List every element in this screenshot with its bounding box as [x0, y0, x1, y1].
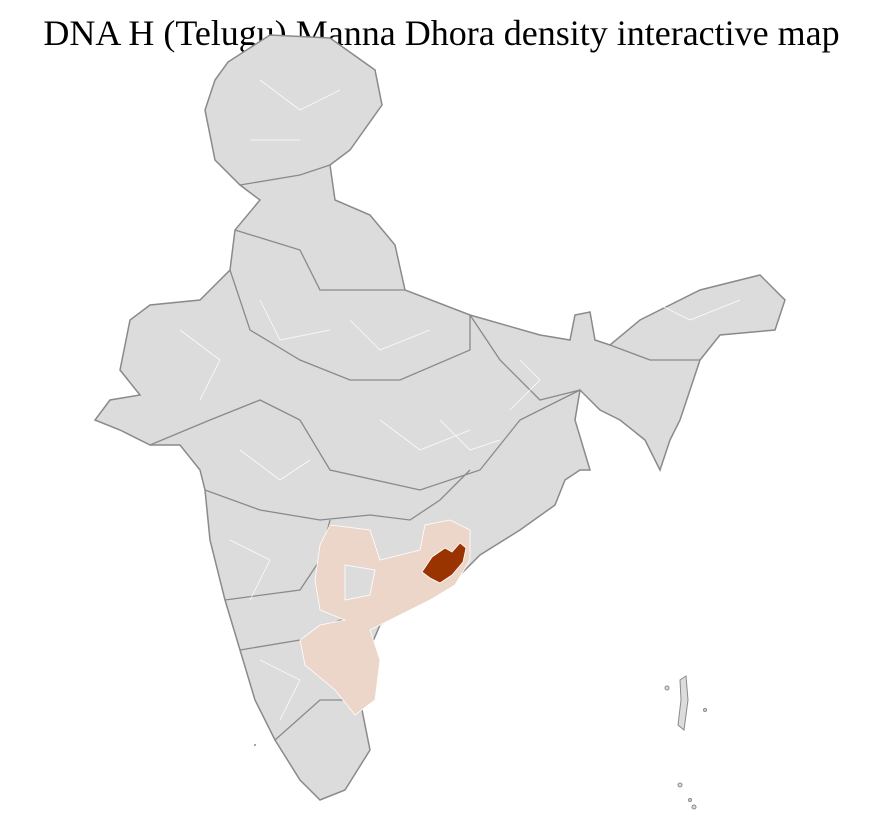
map-title: DNA H (Telugu) Manna Dhora density inter…: [43, 13, 840, 53]
andaman-nicobar-islands[interactable]: [664, 675, 707, 810]
district-borders: [179, 79, 741, 721]
region-high-density[interactable]: [421, 542, 467, 584]
region-low-density-inner: [344, 564, 376, 601]
lakshadweep-islands: [254, 744, 256, 746]
state-borders: [149, 164, 700, 741]
india-landmass[interactable]: [93, 34, 786, 801]
